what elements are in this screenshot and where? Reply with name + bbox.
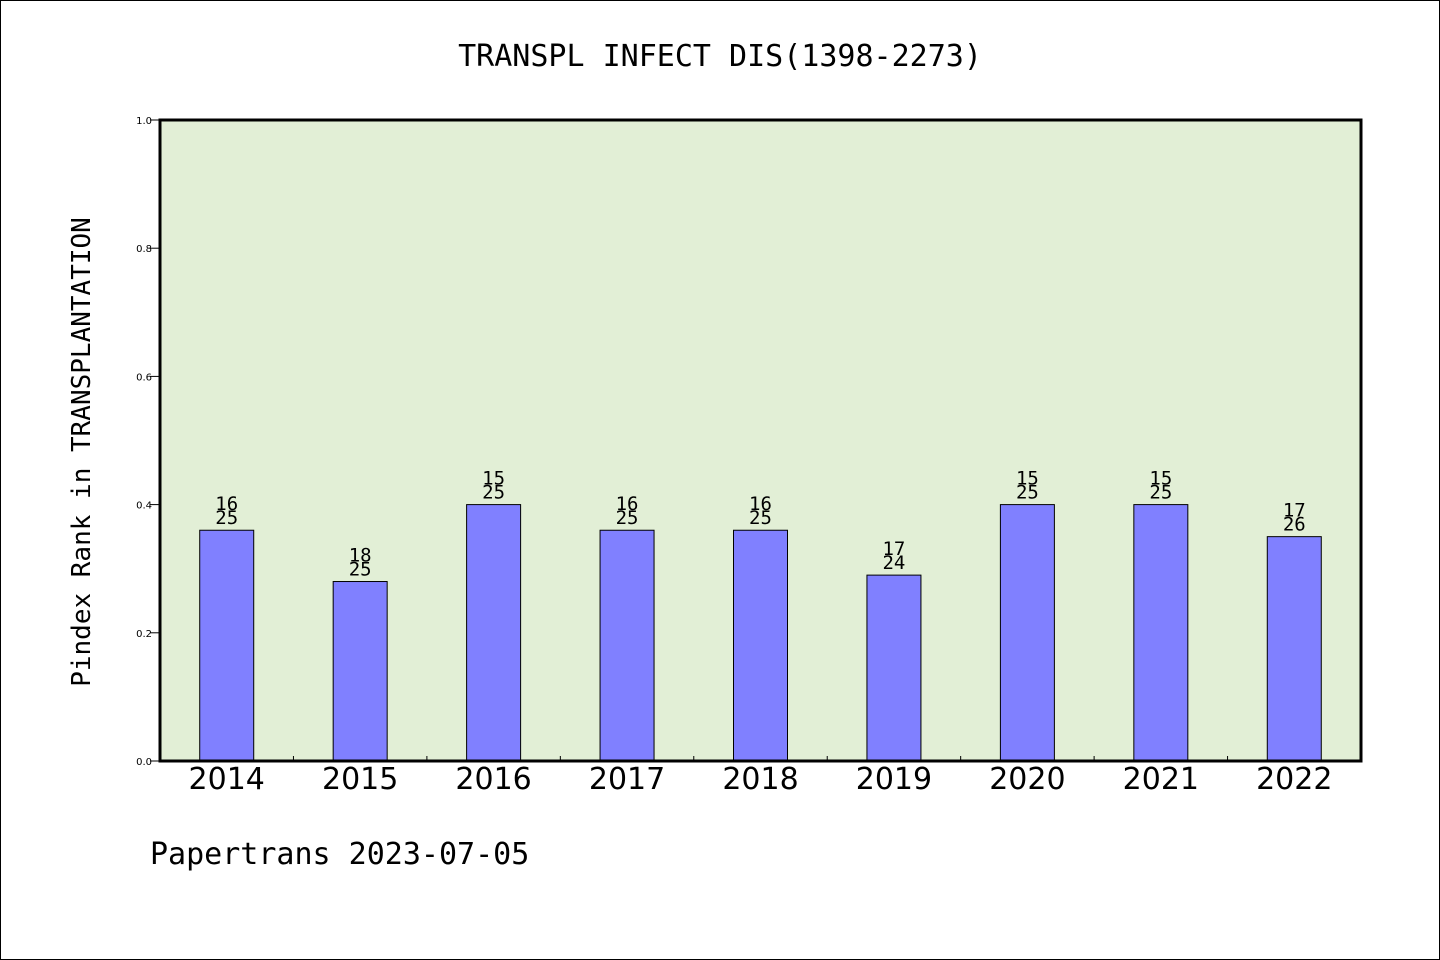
bar-2018 [733, 529, 788, 762]
y-tick-label: 0.4 [136, 501, 152, 512]
x-tick-label: 2022 [1256, 762, 1332, 797]
x-tick-label: 2015 [322, 762, 398, 797]
chart-title: TRANSPL INFECT DIS(1398-2273) [458, 39, 982, 74]
bar-rank-label: 16 [215, 493, 238, 515]
x-tick-label: 2017 [589, 762, 665, 797]
bar-total-label: 25 [349, 559, 372, 581]
bar-total-label: 25 [215, 507, 238, 529]
y-axis: 0.0 0.2 0.4 0.6 0.8 1.0 [136, 116, 160, 768]
y-tick-label: 1.0 [136, 116, 152, 127]
bar-2019 [866, 574, 922, 762]
bar-rank-label: 15 [1016, 468, 1039, 490]
x-tick-label: 2020 [989, 762, 1065, 797]
bar-2016 [466, 504, 522, 762]
bar-total-label: 24 [882, 552, 905, 574]
bar-rank-label: 18 [349, 545, 372, 567]
x-axis: 2014 2015 2016 2017 2018 2019 2020 2021 2022 [189, 756, 1332, 797]
x-tick-label: 2021 [1123, 762, 1199, 797]
plot-border [158, 118, 1363, 763]
y-tick-label: 0.2 [136, 629, 152, 640]
bars [199, 504, 1322, 762]
x-tick-label: 2014 [189, 762, 265, 797]
bar-rank-label: 17 [1283, 500, 1306, 522]
bar-rank-label: 15 [482, 468, 505, 490]
bar-rank-label: 16 [749, 493, 772, 515]
bar-rank-label: 15 [1149, 468, 1172, 490]
bar-2017 [599, 529, 655, 762]
footer-credit: Papertrans 2023-07-05 [150, 837, 529, 872]
y-tick-label: 0.0 [136, 757, 152, 768]
bar-total-label: 25 [616, 507, 639, 529]
bar-rank-label: 17 [882, 538, 905, 560]
bar-total-label: 25 [1149, 482, 1172, 504]
x-tick-label: 2019 [856, 762, 932, 797]
bar-2022 [1266, 536, 1322, 762]
bar-2014 [199, 529, 255, 762]
bar-total-label: 25 [1016, 482, 1039, 504]
bar-total-label: 25 [749, 507, 772, 529]
bar-2015 [332, 581, 388, 762]
x-tick-label: 2016 [455, 762, 531, 797]
bar-2020 [999, 504, 1055, 762]
bar-rank-label: 16 [616, 493, 639, 515]
bar-2021 [1133, 504, 1189, 762]
y-tick-label: 0.8 [136, 244, 152, 255]
bar-total-label: 25 [482, 482, 505, 504]
x-tick-label: 2018 [722, 762, 798, 797]
y-axis-label: Pindex Rank in TRANSPLANTATION [67, 217, 97, 687]
bar-total-label: 26 [1283, 514, 1306, 536]
y-tick-label: 0.6 [136, 372, 152, 383]
